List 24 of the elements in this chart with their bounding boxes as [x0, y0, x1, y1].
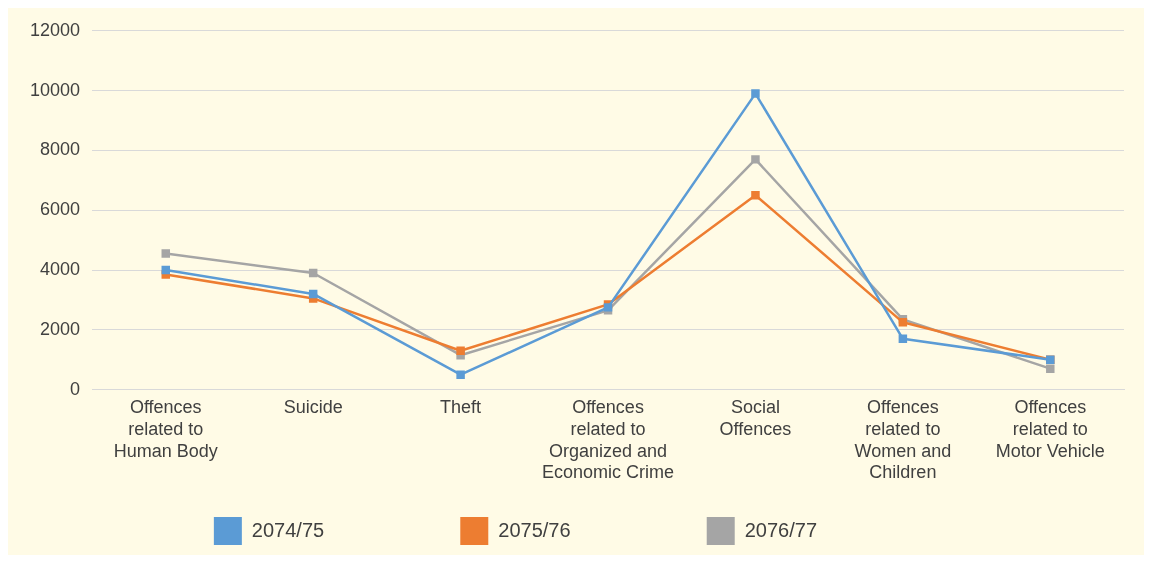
- x-tick-label: Offences related to Organized and Economic Crime: [542, 397, 675, 483]
- x-tick-label: Suicide: [283, 397, 343, 418]
- legend-label: 2074/75: [251, 518, 436, 541]
- legend-label: 2076/77: [744, 518, 929, 541]
- y-tick-label: 8000: [40, 139, 81, 160]
- y-tick-label: 6000: [40, 199, 81, 220]
- y-tick-label: 4000: [40, 258, 81, 279]
- y-tick-label: 12000: [29, 19, 81, 40]
- x-tick-label: Offences related to Motor Vehicle: [995, 397, 1105, 461]
- point: [456, 370, 465, 379]
- point: [751, 155, 760, 164]
- x-tick-label: Offences related to Human Body: [113, 397, 218, 461]
- x-tick-label: Social Offences: [719, 397, 792, 439]
- point: [161, 249, 171, 258]
- y-tick-label: 0: [70, 378, 81, 399]
- legend-label: 2075/76: [498, 518, 682, 541]
- point: [456, 346, 465, 355]
- x-tick-label: Offences related to Women and Children: [854, 397, 952, 483]
- point: [1046, 364, 1055, 373]
- point: [751, 89, 760, 98]
- y-tick-label: 10000: [29, 79, 81, 100]
- x-tick-label: Theft: [440, 397, 482, 418]
- y-tick-label: 2000: [40, 318, 81, 339]
- point: [751, 191, 760, 200]
